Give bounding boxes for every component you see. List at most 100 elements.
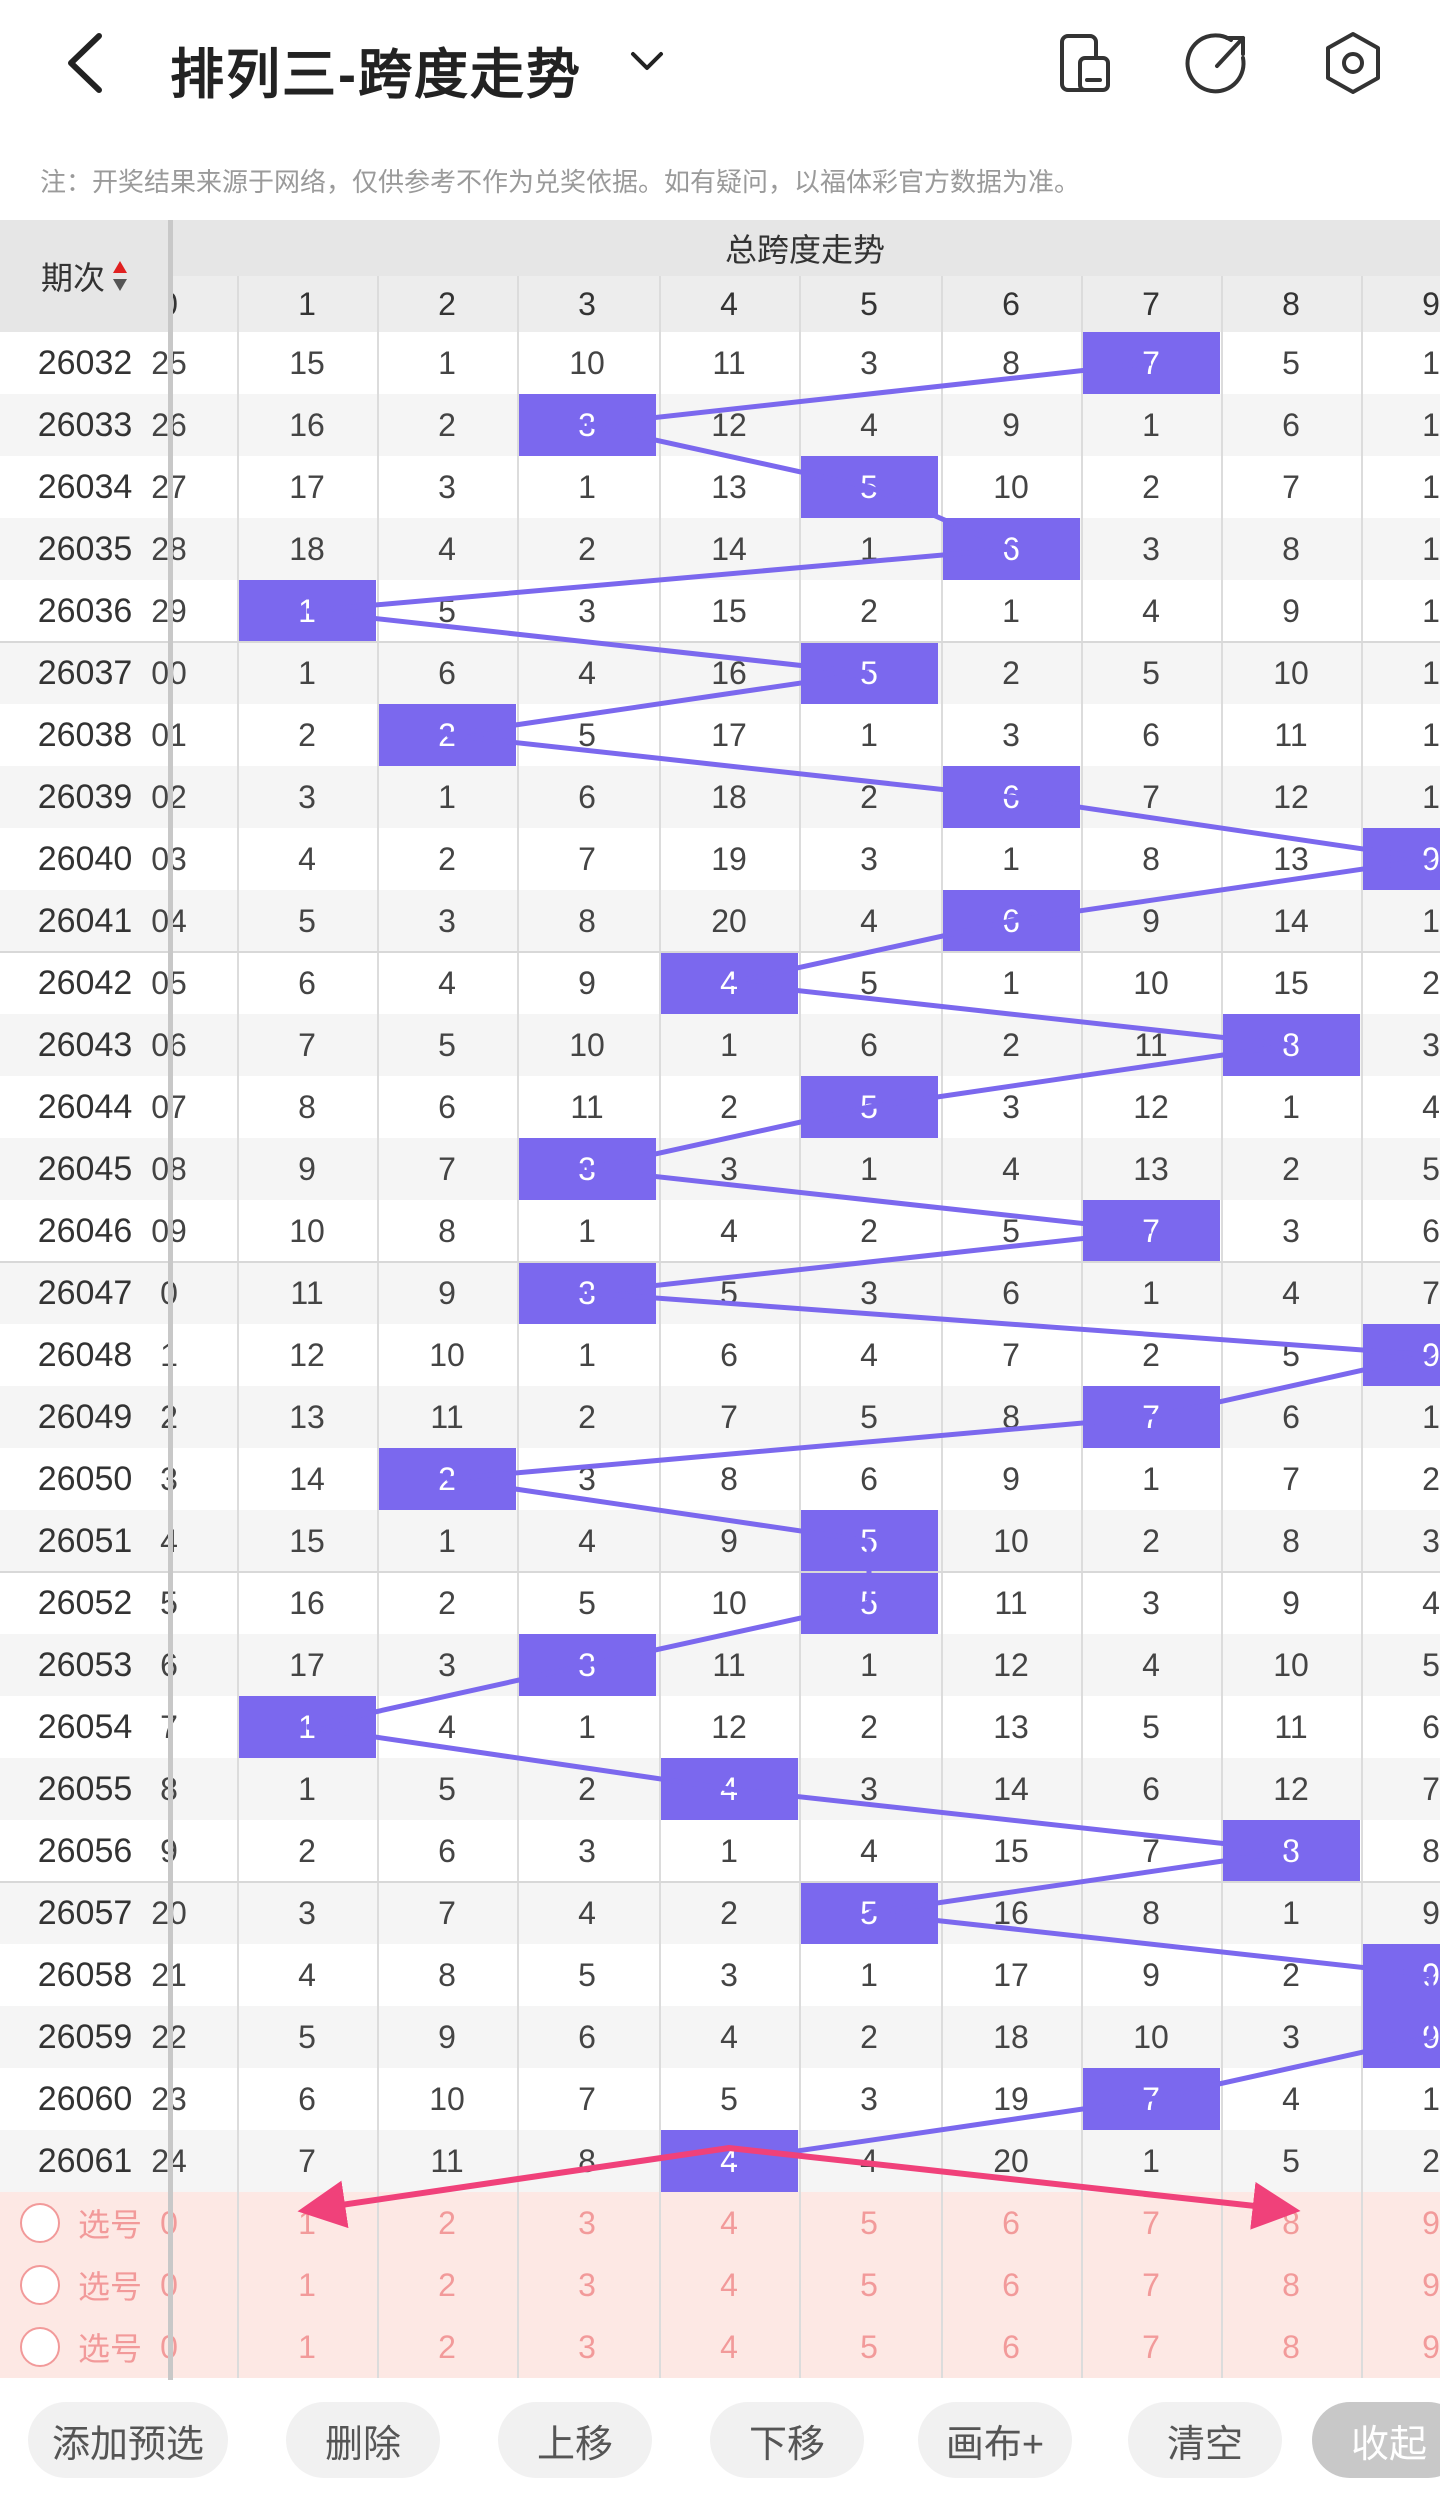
trend-cell: 4 — [578, 1522, 596, 1559]
trend-cell: 11 — [712, 1646, 746, 1683]
pick-number-cell[interactable]: 8 — [1282, 2266, 1300, 2303]
trend-cell: 2 — [860, 2018, 878, 2055]
pick-number-cell[interactable]: 1 — [298, 2328, 316, 2365]
pick-number-cell[interactable]: 7 — [1142, 2328, 1160, 2365]
trend-cell: 1 — [1422, 344, 1440, 381]
trend-cell: 18 — [711, 778, 747, 815]
period-cell: 26039 — [37, 777, 133, 816]
trend-cell: 1 — [1422, 406, 1440, 443]
trend-cell: 3 — [1422, 1522, 1440, 1559]
pick-row-label[interactable]: 选号 — [20, 2192, 142, 2254]
pick-number-cell[interactable]: 9 — [1422, 2204, 1440, 2241]
clear-button[interactable]: 清空 — [1128, 2402, 1282, 2478]
pick-number-cell[interactable]: 2 — [438, 2328, 456, 2365]
radio-circle-icon[interactable] — [20, 2265, 60, 2305]
pick-row-label[interactable]: 选号 — [20, 2316, 142, 2378]
trend-cell: 3 — [298, 1894, 316, 1931]
trend-cell: 3 — [1142, 1584, 1160, 1621]
column-header-2: 2 — [438, 285, 456, 322]
chevron-down-icon[interactable] — [625, 42, 669, 82]
layout-toggle-icon[interactable] — [1050, 28, 1120, 98]
collapse-button[interactable]: 收起 — [1312, 2402, 1440, 2478]
trend-cell: 12 — [1273, 1770, 1309, 1807]
radio-circle-icon[interactable] — [20, 2327, 60, 2367]
trend-cell: 6 — [298, 964, 316, 1001]
settings-icon[interactable] — [1318, 28, 1388, 98]
pick-row-label[interactable]: 选号 — [20, 2254, 142, 2316]
trend-cell: 6 — [438, 654, 456, 691]
canvas-button[interactable]: 画布+ — [918, 2402, 1072, 2478]
period-cell: 26037 — [37, 653, 133, 692]
column-header-6: 6 — [1002, 285, 1020, 322]
pick-number-cell[interactable]: 4 — [720, 2328, 738, 2365]
period-cell: 26053 — [37, 1645, 133, 1684]
trend-cell: 10 — [1133, 964, 1169, 1001]
trend-cell: 5 — [1142, 654, 1160, 691]
trend-cell: 1 — [720, 1832, 738, 1869]
pick-number-cell[interactable]: 5 — [860, 2328, 878, 2365]
pick-number-cell[interactable]: 2 — [438, 2266, 456, 2303]
page-title[interactable]: 排列三-跨度走势 — [170, 45, 582, 105]
trend-cell: 3 — [438, 468, 456, 505]
sort-icon[interactable] — [111, 259, 129, 293]
add-preset-button[interactable]: 添加预选 — [28, 2402, 228, 2478]
pick-number-cell[interactable]: 6 — [1002, 2266, 1020, 2303]
trend-cell: 3 — [860, 1274, 878, 1311]
trend-cell: 7 — [1422, 1274, 1440, 1311]
trend-cell: 10 — [993, 468, 1029, 505]
pick-number-cell[interactable]: 1 — [298, 2266, 316, 2303]
pick-number-cell[interactable]: 7 — [1142, 2266, 1160, 2303]
trend-cell: 3 — [438, 902, 456, 939]
pick-row[interactable]: 选号0123456789 — [0, 2254, 1440, 2316]
trend-cell: 10 — [1273, 654, 1309, 691]
table-row: 260592259642181039 — [0, 2006, 1440, 2068]
trend-cell: 7 — [1282, 468, 1300, 505]
period-cell: 26057 — [37, 1893, 133, 1932]
period-header[interactable]: 期次 — [0, 220, 170, 332]
pick-number-cell[interactable]: 3 — [578, 2328, 596, 2365]
pick-row[interactable]: 选号0123456789 — [0, 2316, 1440, 2378]
trend-cell: 4 — [438, 530, 456, 567]
move-down-button[interactable]: 下移 — [710, 2402, 864, 2478]
trend-cell: 5 — [438, 1026, 456, 1063]
trend-cell: 5 — [298, 902, 316, 939]
trend-cell: 2 — [1422, 2142, 1440, 2179]
move-up-button[interactable]: 上移 — [498, 2402, 652, 2478]
delete-button[interactable]: 删除 — [286, 2402, 440, 2478]
trend-cell: 1 — [1422, 592, 1440, 629]
radio-circle-icon[interactable] — [20, 2203, 60, 2243]
trend-cell: 2 — [860, 592, 878, 629]
table-header-bar — [0, 220, 1440, 276]
pick-label-text: 选号 — [78, 2269, 143, 2305]
trend-cell: 1 — [1422, 654, 1440, 691]
trend-cell: 9 — [1002, 406, 1020, 443]
period-cell: 26032 — [37, 343, 133, 382]
trend-cell: 8 — [1282, 530, 1300, 567]
trend-cell: 4 — [1422, 1088, 1440, 1125]
pick-number-cell[interactable]: 9 — [1422, 2328, 1440, 2365]
column-header-7: 7 — [1142, 285, 1160, 322]
trend-cell: 15 — [289, 344, 325, 381]
pick-number-cell[interactable]: 5 — [860, 2266, 878, 2303]
share-icon[interactable] — [1183, 28, 1253, 98]
trend-cell: 2 — [578, 1770, 596, 1807]
trend-cell: 7 — [1002, 1336, 1020, 1373]
column-header-1: 1 — [298, 285, 316, 322]
trend-cell: 1 — [1422, 716, 1440, 753]
pick-number-cell[interactable]: 8 — [1282, 2328, 1300, 2365]
trend-cell: 10 — [1133, 2018, 1169, 2055]
trend-cell: 5 — [860, 964, 878, 1001]
grid-line-horizontal — [0, 1571, 1440, 1573]
trend-cell: 3 — [1282, 1212, 1300, 1249]
period-cell: 26059 — [37, 2017, 133, 2056]
trend-cell: 2 — [438, 1584, 456, 1621]
pick-number-cell[interactable]: 9 — [1422, 2266, 1440, 2303]
hit-cell: 5 — [800, 642, 938, 704]
back-arrow-icon[interactable] — [55, 28, 115, 98]
pick-number-cell[interactable]: 3 — [578, 2266, 596, 2303]
pick-number-cell[interactable]: 4 — [720, 2266, 738, 2303]
trend-cell: 3 — [1002, 1088, 1020, 1125]
trend-table[interactable]: 总跨度走势 0123456789 26032251511011387512603… — [0, 220, 1440, 2380]
pick-number-cell[interactable]: 6 — [1002, 2328, 1020, 2365]
trend-cell: 10 — [711, 1584, 747, 1621]
